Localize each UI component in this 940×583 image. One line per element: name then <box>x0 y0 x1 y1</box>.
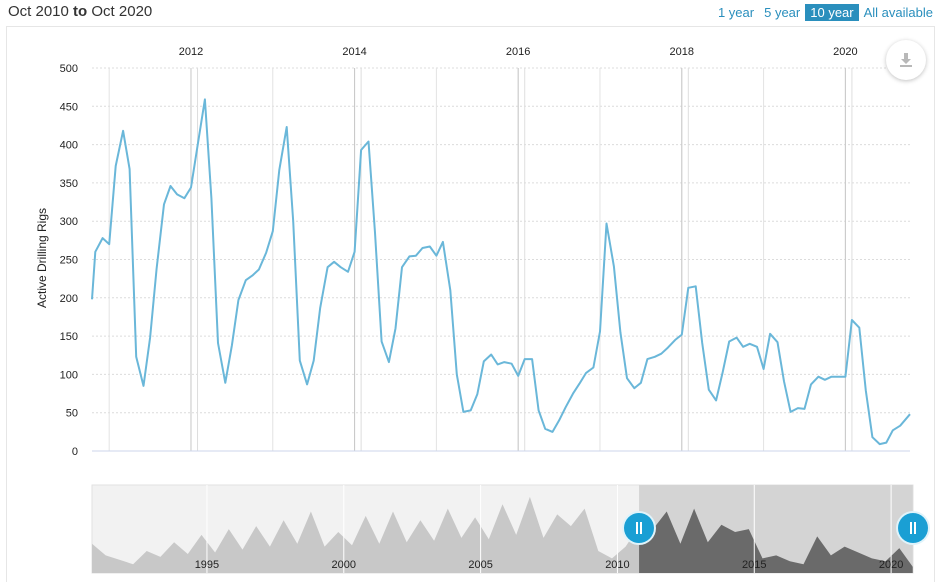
y-axis-label: Active Drilling Rigs <box>35 208 49 308</box>
navigator-right-handle[interactable] <box>897 513 928 543</box>
range-button-1-year[interactable]: 1 year <box>717 5 755 20</box>
x-tick-label: 2012 <box>179 46 203 58</box>
navigator-tick-label: 2020 <box>879 559 903 571</box>
y-tick-label: 400 <box>60 140 78 152</box>
y-tick-label: 250 <box>60 255 78 267</box>
navigator-area-selected <box>639 508 913 573</box>
range-to: Oct 2020 <box>91 3 153 20</box>
x-tick-label: 2016 <box>506 46 530 58</box>
x-tick-label: 2014 <box>342 46 366 58</box>
y-tick-label: 0 <box>72 446 78 458</box>
y-tick-label: 150 <box>60 331 78 343</box>
navigator-area <box>92 496 640 573</box>
y-tick-label: 450 <box>60 101 78 113</box>
download-button[interactable] <box>886 40 926 80</box>
range-button-5-year[interactable]: 5 year <box>764 5 801 20</box>
main-series <box>91 98 911 446</box>
y-tick-label: 50 <box>66 408 78 420</box>
series-line <box>91 98 911 446</box>
navigator-tick-label: 2010 <box>605 559 629 571</box>
range-button-10-year[interactable]: 10 year <box>805 4 859 21</box>
range-to-word: to <box>73 3 88 20</box>
grid <box>92 67 910 452</box>
range-selector: 1 year 5 year 10 year All available <box>713 4 938 21</box>
navigator-tick-label: 2005 <box>468 559 492 571</box>
chart-header: Oct 2010 to Oct 2020 1 year 5 year 10 ye… <box>0 0 940 26</box>
range-button-all-available[interactable]: All available <box>863 5 933 20</box>
y-tick-label: 100 <box>60 369 78 381</box>
y-tick-label: 350 <box>60 178 78 190</box>
navigator[interactable]: 1995 2000 2005 2010 2015 2020 <box>91 484 914 574</box>
x-tick-label: 2020 <box>833 46 857 58</box>
x-axis: 2012 2014 2016 2018 2020 <box>92 46 910 452</box>
date-range-label: Oct 2010 to Oct 2020 <box>8 3 152 20</box>
chart-container <box>6 26 935 582</box>
range-from: Oct 2010 <box>8 3 69 20</box>
x-tick-label: 2018 <box>670 46 694 58</box>
y-axis: 0 50 100 150 200 250 300 350 400 450 500 <box>60 63 78 458</box>
y-tick-label: 300 <box>60 216 78 228</box>
navigator-tick-label: 1995 <box>195 559 219 571</box>
y-tick-label: 500 <box>60 63 78 75</box>
download-icon <box>900 53 912 67</box>
navigator-left-handle[interactable] <box>624 513 655 543</box>
y-tick-label: 200 <box>60 293 78 305</box>
navigator-tick-label: 2015 <box>742 559 766 571</box>
navigator-tick-label: 2000 <box>332 559 356 571</box>
